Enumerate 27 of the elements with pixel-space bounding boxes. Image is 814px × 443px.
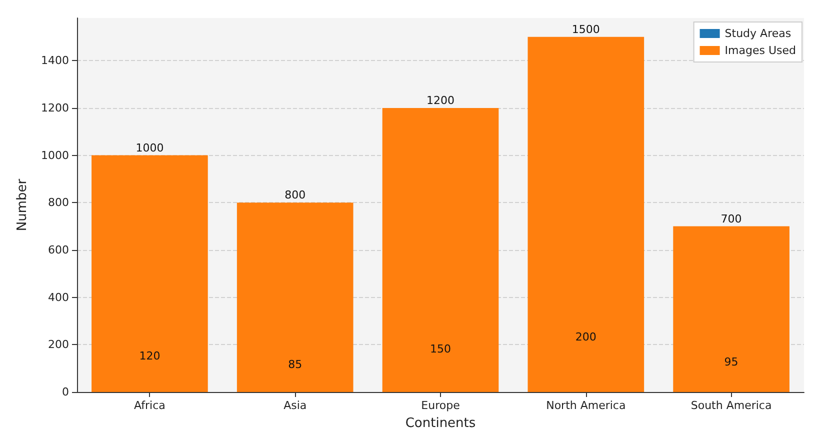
y-tick-label: 400 [48,290,69,304]
data-label: 1000 [136,141,164,154]
x-tick-label: South America [690,399,772,412]
x-tick-label: Africa [134,399,166,412]
data-label: 800 [284,188,306,202]
y-tick-label: 1400 [41,54,69,68]
y-tick-label: 200 [48,338,69,352]
x-tick-label: Asia [284,399,307,412]
y-tick-label: 1000 [41,148,69,162]
legend-label: Images Used [724,44,796,57]
x-tick-label: Europe [421,399,460,412]
y-tick-label: 800 [48,196,69,210]
annotation: 120 [139,350,160,363]
annotation: 95 [724,356,738,369]
annotation: 200 [575,330,596,344]
y-tick-label: 600 [48,243,69,256]
x-tick-label: North America [546,399,626,412]
y-tick-label: 0 [62,386,69,398]
y-axis-title: Number [15,178,30,232]
data-label: 1200 [426,94,454,107]
y-tick-label: 1200 [41,101,69,114]
annotation: 85 [288,358,302,371]
data-label: 1500 [572,22,600,36]
x-axis-title: Continents [405,416,476,431]
data-label: 700 [720,212,742,226]
annotation: 150 [430,342,451,356]
legend-label: Study Areas [724,27,792,40]
